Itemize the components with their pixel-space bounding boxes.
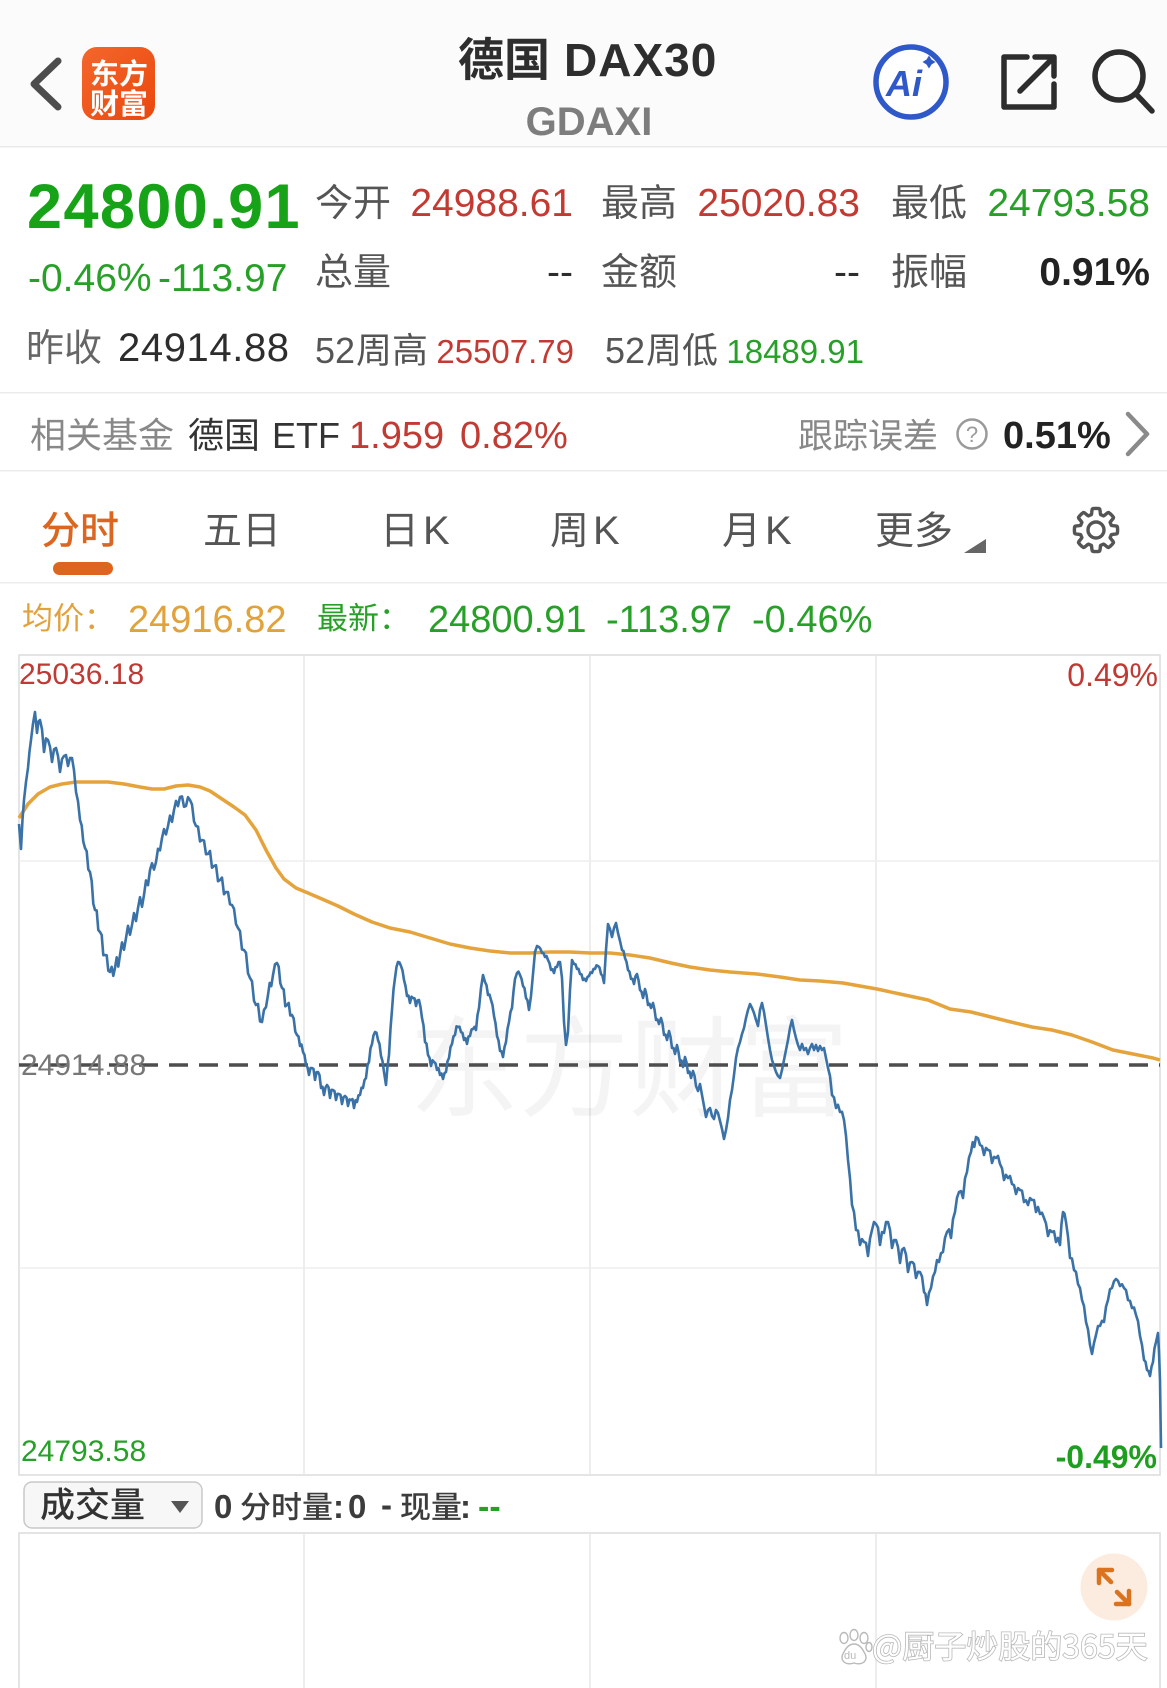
- svg-text:25507.79: 25507.79: [436, 333, 574, 370]
- svg-text:-113.97: -113.97: [158, 257, 287, 300]
- svg-text:24988.61: 24988.61: [410, 182, 573, 225]
- svg-text:25036.18: 25036.18: [19, 658, 144, 691]
- svg-text:52: 52: [605, 330, 645, 371]
- svg-text:0.49%: 0.49%: [1067, 657, 1158, 693]
- svg-text:24916.82: 24916.82: [128, 599, 287, 641]
- svg-text:--: --: [547, 251, 573, 294]
- svg-text:--: --: [478, 1488, 501, 1526]
- svg-text:-: -: [381, 1486, 392, 1523]
- svg-text:-0.49%: -0.49%: [1056, 1439, 1157, 1475]
- svg-text:1.959: 1.959: [349, 415, 444, 457]
- svg-text:0.51%: 0.51%: [1003, 415, 1111, 457]
- svg-text:24800.91: 24800.91: [428, 599, 587, 641]
- svg-text:24800.91: 24800.91: [27, 172, 301, 242]
- svg-text:Ai: Ai: [885, 63, 923, 104]
- svg-text:24914.88: 24914.88: [118, 326, 290, 370]
- svg-text:K: K: [593, 509, 620, 553]
- svg-text::: :: [460, 1488, 471, 1525]
- svg-text:DAX30: DAX30: [564, 34, 717, 86]
- svg-text:-113.97: -113.97: [606, 599, 732, 641]
- svg-text:-0.46%: -0.46%: [752, 599, 872, 641]
- svg-text:0.91%: 0.91%: [1039, 251, 1150, 294]
- svg-text:0.82%: 0.82%: [460, 415, 568, 457]
- svg-text:25020.83: 25020.83: [697, 182, 860, 225]
- svg-text:18489.91: 18489.91: [726, 333, 864, 370]
- svg-text:52: 52: [315, 330, 355, 371]
- svg-text:du: du: [844, 1650, 856, 1662]
- svg-text::: :: [333, 1488, 344, 1525]
- svg-text:--: --: [834, 251, 860, 294]
- svg-text:K: K: [765, 509, 792, 553]
- svg-text:-0.46%: -0.46%: [28, 257, 152, 300]
- svg-text:ETF: ETF: [272, 415, 340, 456]
- svg-text:0: 0: [214, 1488, 232, 1525]
- svg-text:GDAXI: GDAXI: [526, 100, 653, 144]
- svg-text:K: K: [423, 509, 450, 553]
- svg-text:?: ?: [966, 422, 978, 447]
- svg-text:24914.88: 24914.88: [21, 1049, 146, 1082]
- svg-text:24793.58: 24793.58: [987, 182, 1150, 225]
- svg-text:24793.58: 24793.58: [21, 1435, 146, 1468]
- svg-text:0: 0: [348, 1488, 366, 1525]
